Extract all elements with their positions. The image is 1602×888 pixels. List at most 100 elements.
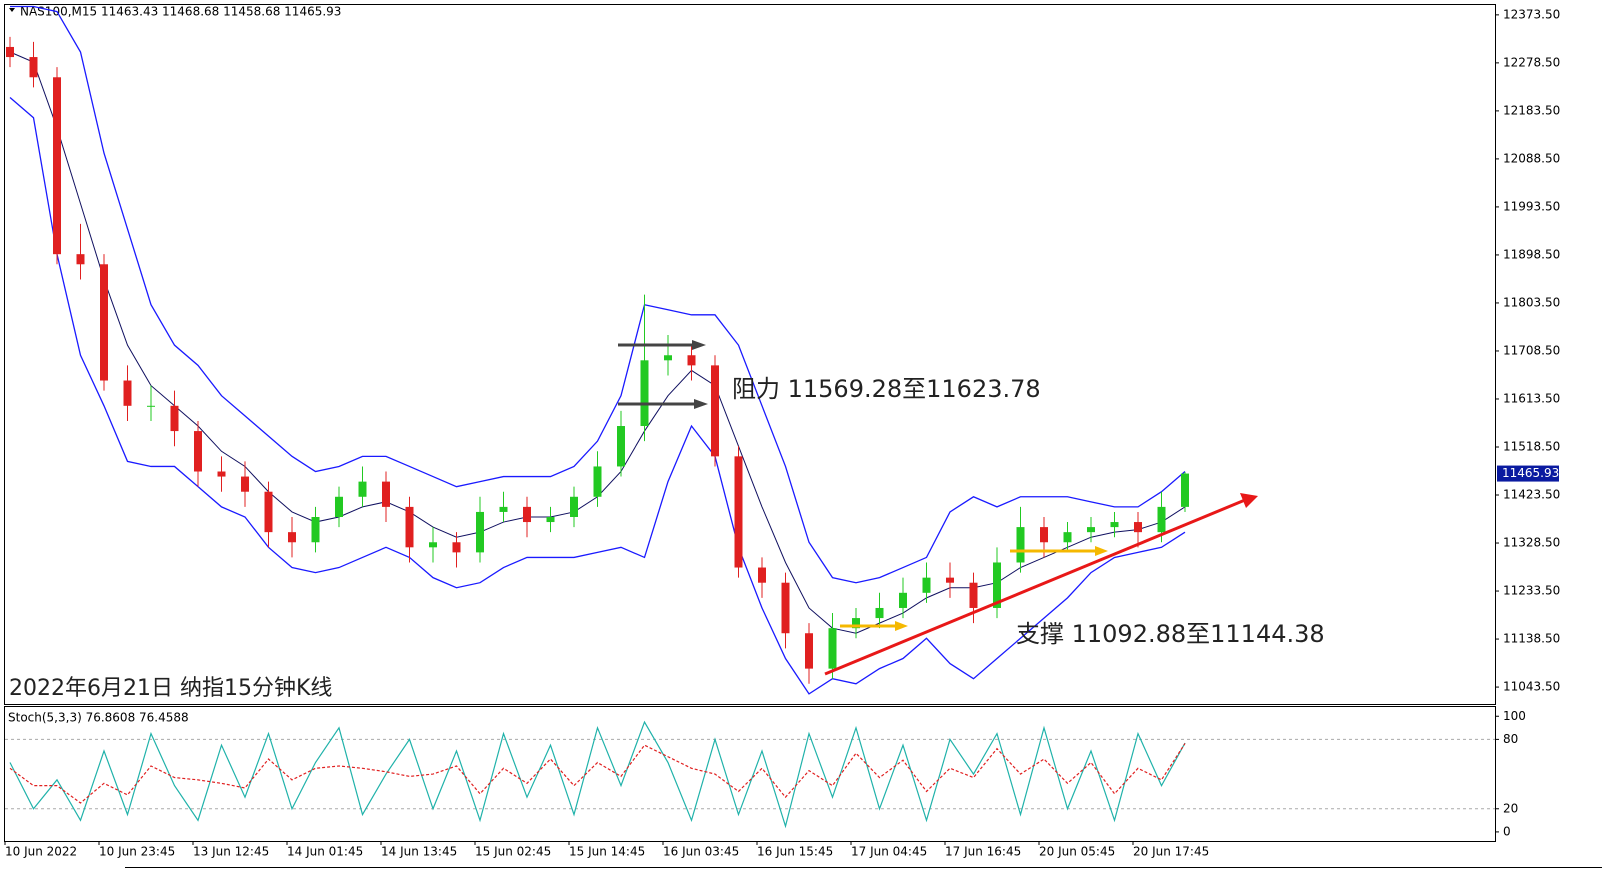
y-tick-label: 11233.50: [1503, 584, 1560, 598]
candle-body: [805, 633, 813, 669]
candle-body: [264, 491, 273, 533]
x-tick-label: 15 Jun 02:45: [475, 845, 551, 859]
y-tick-label: 11328.50: [1503, 536, 1560, 550]
y-tick-label: 11138.50: [1503, 632, 1560, 646]
y-tick-label: 12088.50: [1503, 151, 1560, 165]
price-pane: [4, 4, 1496, 705]
candle-body: [217, 471, 226, 477]
candle-body: [405, 506, 414, 548]
y-tick-label: 12183.50: [1503, 103, 1560, 117]
candle-body: [100, 264, 108, 381]
candle-body: [147, 405, 155, 407]
support-label: 支撑 11092.88至11144.38: [1016, 620, 1325, 648]
candle-body: [664, 355, 672, 361]
y-tick-label: 11993.50: [1503, 199, 1560, 213]
candle-body: [1157, 506, 1166, 533]
candle-body: [711, 365, 719, 457]
candle-body: [993, 562, 1001, 608]
candle-body: [828, 628, 837, 669]
candle-body: [1016, 527, 1025, 563]
candle-body: [852, 618, 860, 629]
candle-body: [781, 582, 790, 634]
price-marker-label: 11465.93: [1502, 466, 1559, 480]
candle-body: [1087, 527, 1095, 533]
price-title: NAS100,M15 11463.43 11468.68 11458.68 11…: [20, 5, 341, 19]
band-lower: [9, 96, 1186, 695]
stoch-title: Stoch(5,3,3) 76.8608 76.4588: [8, 711, 189, 725]
candle-body: [241, 476, 249, 492]
candle-body: [499, 506, 508, 512]
candle-body: [429, 542, 437, 548]
candle-body: [452, 542, 461, 553]
candle-body: [358, 481, 367, 497]
x-tick-label: 13 Jun 12:45: [193, 845, 269, 859]
candle-body: [53, 77, 61, 255]
x-tick-label: 10 Jun 23:45: [99, 845, 175, 859]
trend-line: [824, 498, 1246, 676]
y-tick-label: 20: [1503, 801, 1518, 815]
x-tick-label: 10 Jun 2022: [5, 845, 77, 859]
y-tick-label: 0: [1503, 824, 1511, 838]
candle-body: [335, 496, 343, 517]
resistance-label: 阻力 11569.28至11623.78: [732, 375, 1041, 403]
stoch-pane: [4, 706, 1496, 842]
candle-body: [476, 511, 484, 553]
x-tick-label: 20 Jun 05:45: [1039, 845, 1115, 859]
candle-body: [6, 46, 14, 58]
support-arrows: [840, 546, 1108, 631]
candle-body: [382, 481, 390, 507]
candle-body: [969, 582, 978, 608]
candle-body: [523, 506, 531, 523]
x-tick-label: 15 Jun 14:45: [569, 845, 645, 859]
candle-body: [1040, 527, 1048, 543]
candle-body: [546, 516, 555, 523]
candle-body: [875, 607, 884, 619]
y-tick-label: 11708.50: [1503, 343, 1560, 357]
candle-body: [288, 532, 296, 543]
candle-body: [640, 360, 649, 427]
candle-body: [1181, 473, 1189, 507]
candle-body: [617, 426, 625, 467]
candle-body: [899, 592, 907, 608]
x-tick-label: 20 Jun 17:45: [1133, 845, 1209, 859]
stoch-line: [9, 743, 1186, 804]
candle-body: [922, 577, 931, 593]
candle-body: [593, 466, 602, 497]
marks: 12373.50 12278.50 12183.50 12088.50 11993.50…: [4, 5, 1560, 859]
y-tick-label: 11613.50: [1503, 391, 1560, 405]
candle-body: [1063, 532, 1072, 543]
y-tick-label: 11518.50: [1503, 439, 1560, 453]
y-tick-label: 11803.50: [1503, 295, 1560, 309]
arrow-head: [692, 340, 706, 350]
candle-body: [570, 496, 578, 517]
candle-body: [123, 380, 132, 406]
menu-triangle: [9, 8, 15, 12]
caption: 2022年6月21日 纳指15分钟K线: [9, 676, 332, 701]
arrow-head: [694, 399, 708, 409]
candle-body: [1110, 522, 1119, 528]
x-tick-label: 16 Jun 03:45: [663, 845, 739, 859]
trend-arrow-head: [1240, 493, 1258, 508]
x-tick-label: 14 Jun 01:45: [287, 845, 363, 859]
candle-body: [946, 577, 954, 583]
candle-body: [1134, 522, 1142, 533]
y-tick-label: 11043.50: [1503, 680, 1560, 694]
y-tick-label: 80: [1503, 732, 1518, 746]
y-tick-label: 12278.50: [1503, 55, 1560, 69]
x-tick-label: 17 Jun 04:45: [851, 845, 927, 859]
y-tick-label: 12373.50: [1503, 7, 1560, 21]
candle-body: [758, 567, 766, 583]
y-tick-label: 100: [1503, 709, 1526, 723]
candle-body: [76, 254, 85, 265]
band-upper: [10, 5, 1186, 584]
candle-body: [170, 405, 179, 432]
y-tick-label: 11898.50: [1503, 247, 1560, 261]
stoch-line: [9, 720, 1186, 829]
x-tick-label: 16 Jun 15:45: [757, 845, 833, 859]
resistance-arrows: [618, 340, 708, 409]
x-tick-label: 14 Jun 13:45: [381, 845, 457, 859]
price-marker: [1497, 465, 1559, 482]
